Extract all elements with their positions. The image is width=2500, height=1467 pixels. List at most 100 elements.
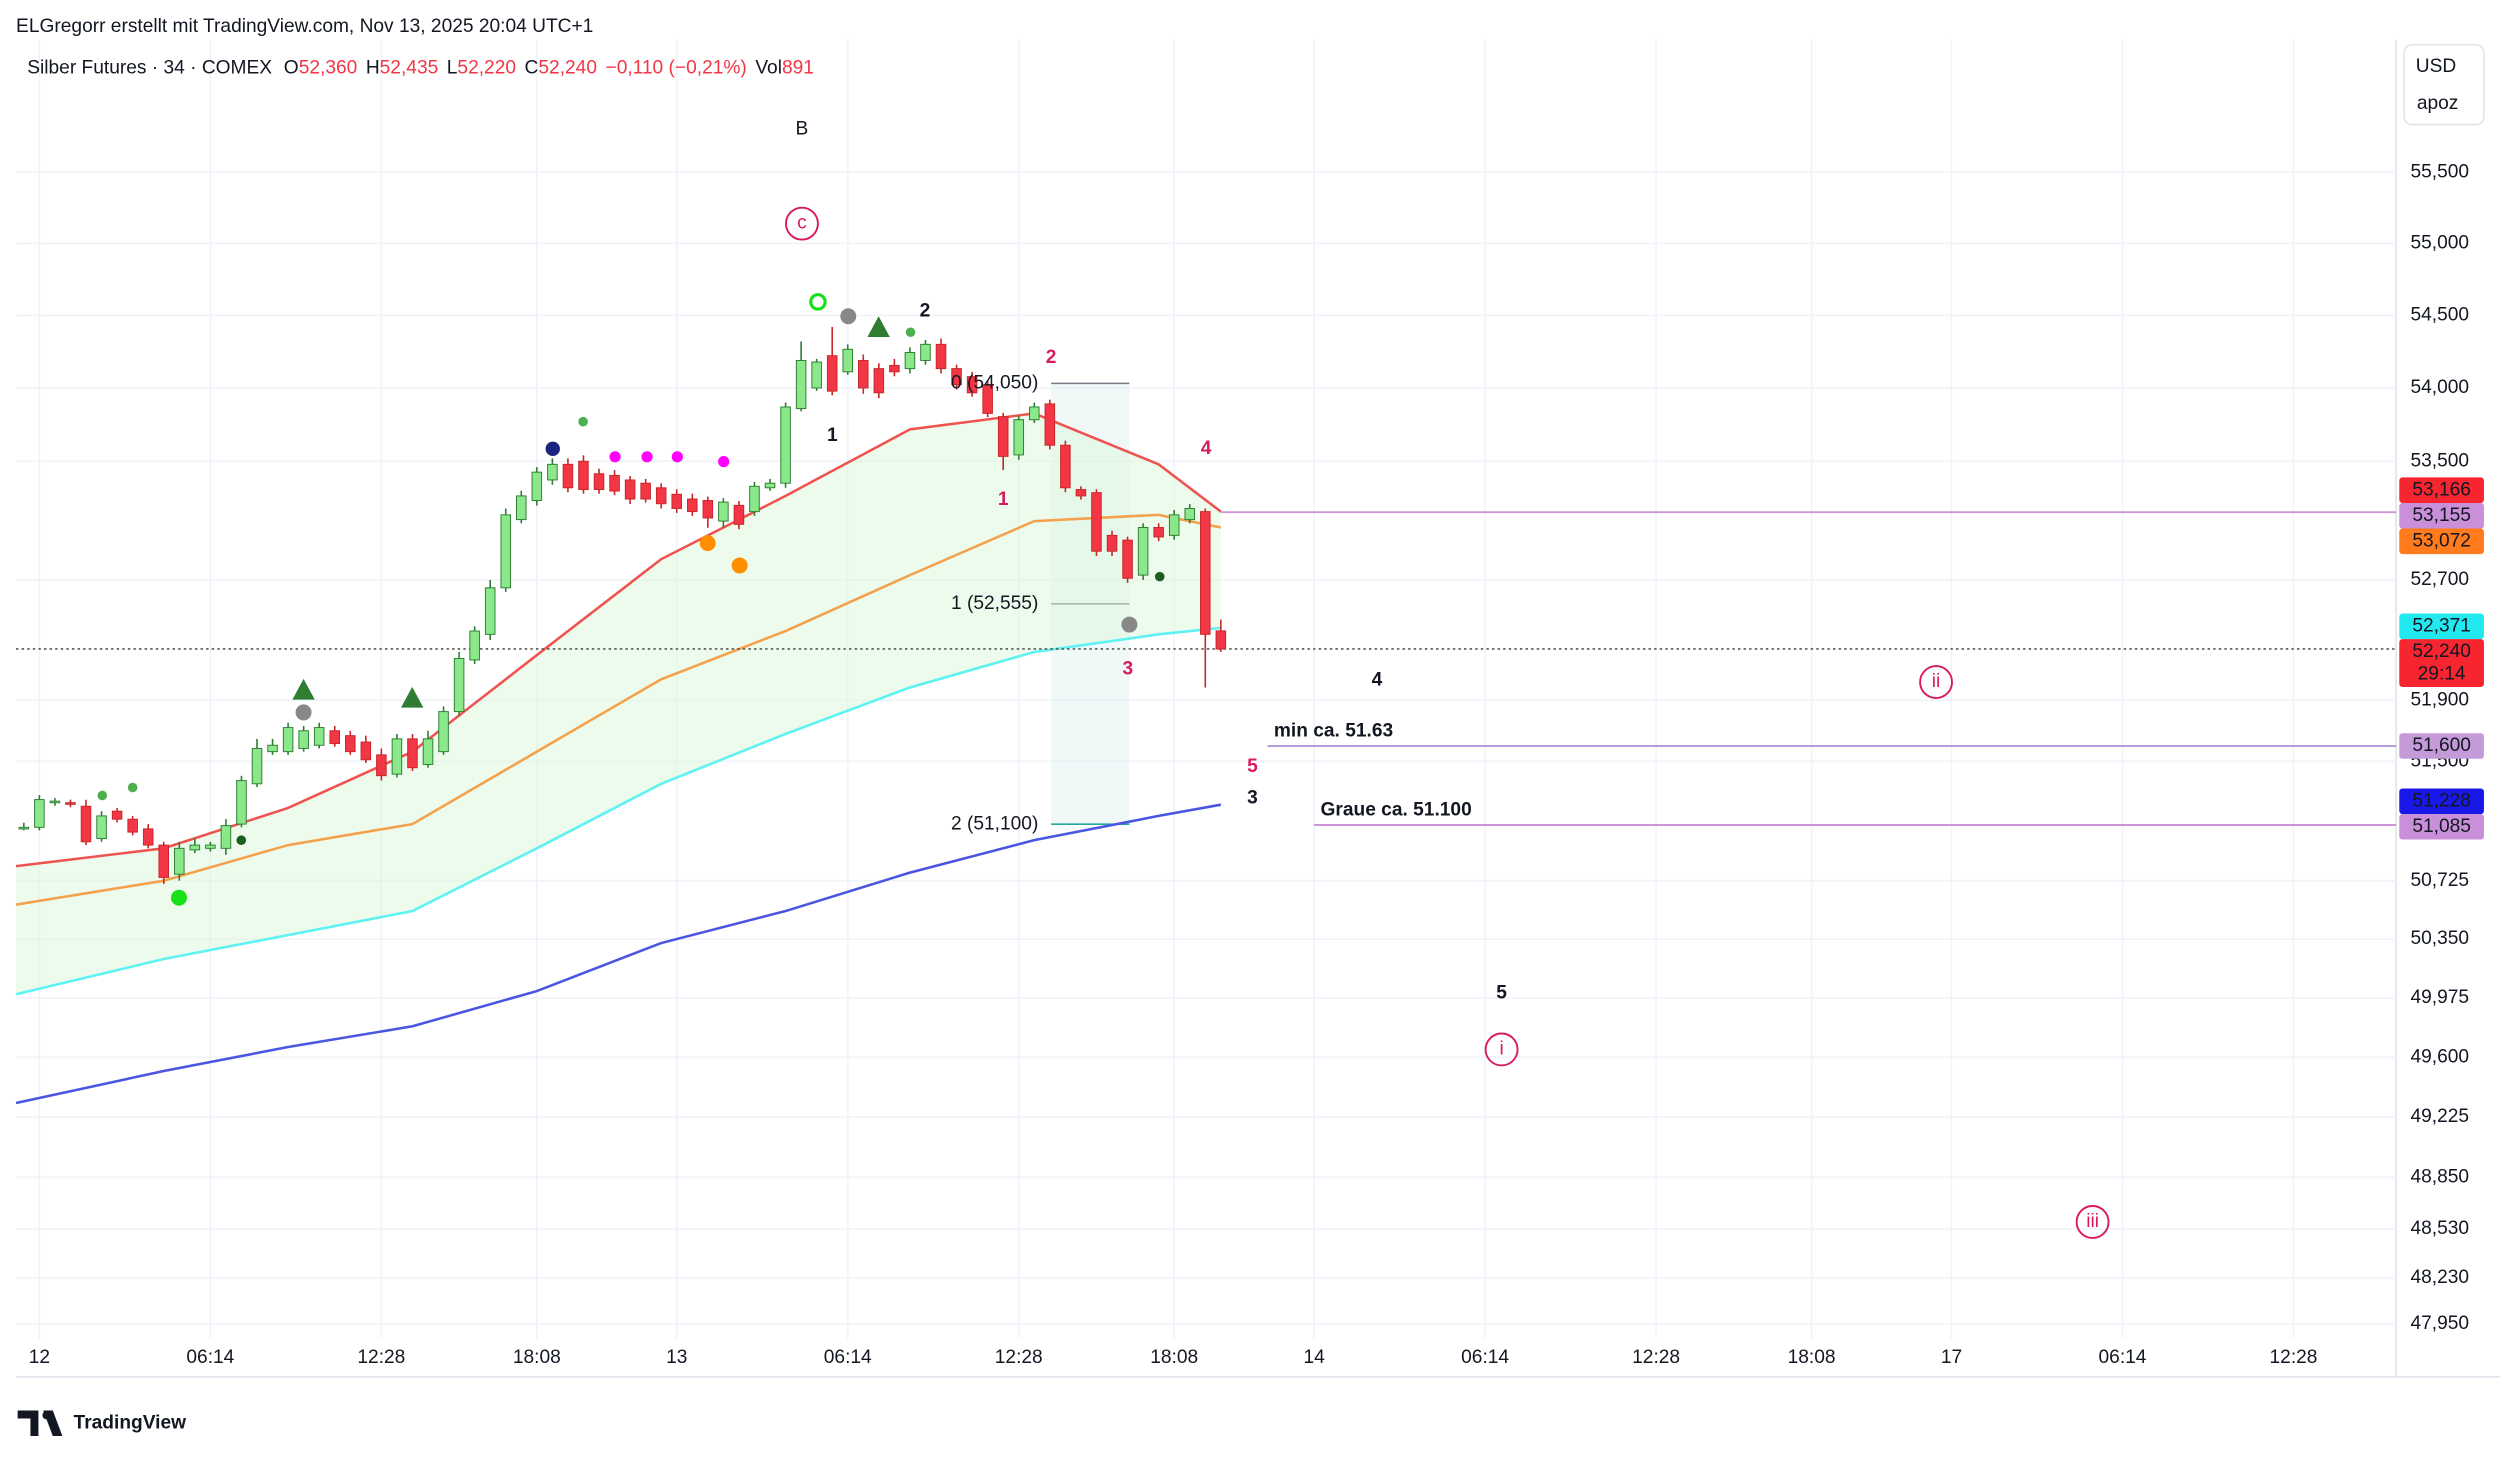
signal-dot (170, 889, 187, 906)
candle-body (142, 828, 154, 846)
candle-body (687, 498, 698, 513)
wave-label: 2 (920, 301, 931, 322)
candle-body (438, 711, 449, 753)
ma-line (15, 626, 1221, 996)
wave-label: ii (1932, 671, 1941, 692)
candle-body (1137, 526, 1149, 576)
wave-label: 4 (1372, 670, 1383, 691)
price-label-box (2399, 788, 2484, 815)
y-tick-label: 55,500 (2410, 161, 2469, 182)
candle-body (516, 495, 527, 521)
signal-dot (545, 441, 560, 457)
wave-label: 1 (998, 489, 1009, 510)
candle-body (1200, 511, 1211, 635)
fib-label: 0 (54,050) (951, 372, 1038, 393)
y-tick-label: 54,000 (2410, 377, 2469, 398)
signal-dot (671, 451, 683, 463)
ohlc-value: 52,360 (299, 58, 358, 79)
marks-layer (15, 326, 2397, 1105)
candle-body (562, 463, 574, 489)
signal-triangle (292, 678, 315, 700)
wave-circle (2075, 1205, 2110, 1239)
x-tick-label: 06:14 (186, 1347, 234, 1368)
ohlc-key: O (284, 58, 299, 79)
candle-body (158, 844, 170, 878)
x-tick-label: 18:08 (1788, 1347, 1836, 1368)
wave-label: c (797, 213, 807, 234)
price-label: 51,228 (2412, 790, 2471, 811)
x-tick-label: 12:28 (357, 1347, 405, 1368)
x-tick-label: 13 (666, 1347, 687, 1368)
candle-body (500, 514, 512, 589)
symbol: Silber Futures · 34 · COMEX (27, 58, 272, 79)
overlay-layer: B c 2 1 2 1 4 3 5 3 4 5 i ii iii 0 (54,0… (16, 16, 2485, 1437)
vol-value: 891 (782, 58, 814, 79)
wave-circle (1484, 1032, 1519, 1067)
signal-dot (295, 704, 312, 721)
candle-body (609, 474, 620, 492)
candle-body (951, 368, 962, 386)
x-tick-label: 12:28 (995, 1347, 1043, 1368)
currency[interactable]: USD (2416, 56, 2456, 77)
signal-triangle (401, 686, 424, 708)
candle-body (205, 844, 216, 849)
candle-body (1106, 534, 1118, 552)
ohlc-key: L (447, 58, 458, 79)
candle-body (1044, 403, 1056, 446)
candle-body (920, 343, 931, 361)
candle-body (453, 657, 465, 713)
wave-label: B (796, 118, 809, 139)
x-tick-label: 17 (1941, 1347, 1962, 1368)
ohlc-key: C (525, 58, 539, 79)
signal-dot (97, 790, 108, 801)
candle-body (749, 485, 760, 513)
candle-body (873, 368, 885, 394)
ohlc-value: 52,240 (538, 58, 597, 79)
price-countdown: 29:14 (2418, 663, 2466, 684)
candle-body (982, 384, 993, 414)
signal-dot (731, 557, 748, 574)
candle-body (1075, 489, 1087, 497)
wave-label: 5 (1247, 756, 1258, 777)
candle-body (407, 738, 418, 769)
candle-body (282, 727, 294, 753)
price-label-box (2399, 528, 2484, 555)
candle-body (1184, 508, 1196, 521)
ma-line (15, 513, 1222, 906)
wave-circle (1919, 665, 1953, 699)
candle-body (34, 799, 45, 828)
candle-body (531, 471, 543, 501)
change: −0,110 (−0,21%) (606, 58, 747, 79)
signal-dot (718, 456, 730, 468)
wave-label: iii (2086, 1211, 2099, 1232)
wave-label: 3 (1247, 788, 1258, 809)
x-tick-label: 06:14 (824, 1347, 872, 1368)
price-label-box (2399, 814, 2484, 840)
candle-body (1013, 419, 1025, 456)
signal-dot (699, 535, 716, 552)
candle-body (966, 376, 978, 394)
legend-line: Silber Futures · 34 · COMEX O52,360 H52,… (27, 58, 814, 79)
price-label: 52,371 (2412, 615, 2471, 636)
price-label-box (2399, 639, 2484, 687)
candle-body (96, 815, 107, 840)
price-label: 52,240 (2412, 641, 2471, 662)
price-label-box (2399, 733, 2484, 759)
candle-body (80, 805, 92, 843)
y-tick-label: 48,230 (2410, 1267, 2469, 1288)
level-label: min ca. 51.63 (1274, 721, 1393, 742)
currency-box[interactable] (2403, 43, 2485, 126)
x-tick-label: 06:14 (1461, 1347, 1509, 1368)
level-label: Graue ca. 51.100 (1321, 800, 1472, 821)
candle-body (174, 847, 185, 875)
x-tick-label: 14 (1303, 1347, 1325, 1368)
y-tick-label: 55,000 (2410, 233, 2469, 254)
logo-text: TradingView (74, 1412, 187, 1433)
candle-body (904, 351, 916, 370)
candle-body (811, 361, 822, 389)
wave-label: i (1499, 1039, 1503, 1060)
candle-body (935, 343, 947, 370)
candle-body (826, 355, 838, 392)
signal-dot (840, 308, 857, 325)
